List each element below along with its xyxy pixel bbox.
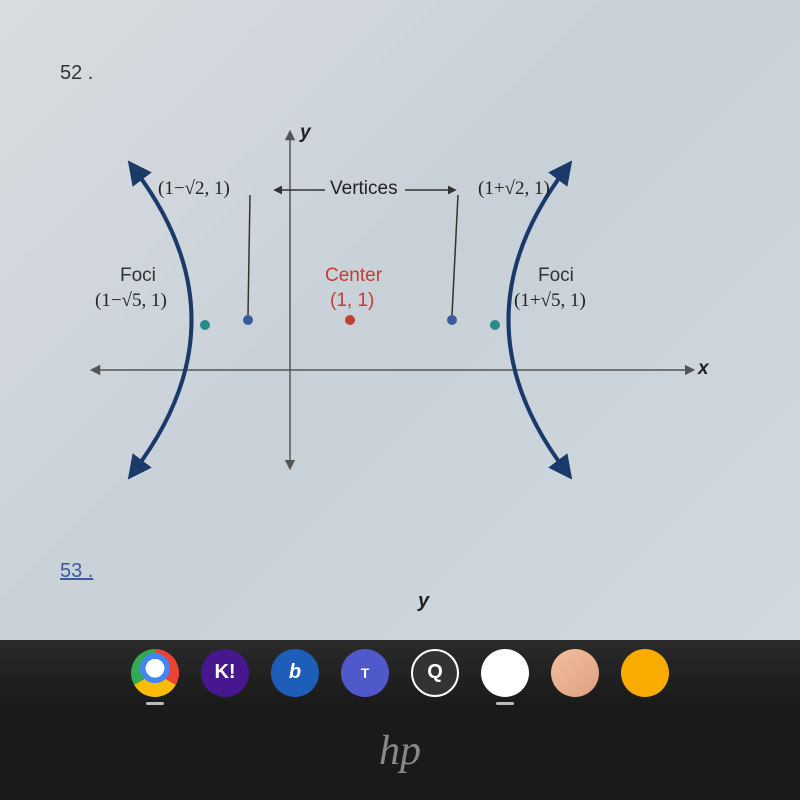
vertices-label: Vertices — [330, 178, 398, 200]
center-label: Center — [325, 265, 382, 287]
focus-left-coord: (1−√5, 1) — [95, 290, 167, 312]
hp-logo: hp — [379, 727, 421, 775]
bottom-y-label: y — [418, 590, 429, 613]
x-axis-label: x — [698, 358, 709, 380]
graph-svg — [80, 120, 720, 480]
meet-icon[interactable] — [481, 649, 529, 697]
q-icon[interactable]: Q — [411, 649, 459, 697]
question-53-link[interactable]: 53 . — [60, 560, 93, 583]
foci-left-label: Foci — [120, 265, 156, 287]
hyperbola-graph: y x Vertices (1−√2, 1) (1+√2, 1) Foci (1… — [80, 120, 720, 480]
b-icon[interactable]: b — [271, 649, 319, 697]
y-axis-label: y — [300, 122, 311, 144]
question-52-label: 52 . — [60, 62, 93, 85]
chrome-icon[interactable] — [131, 649, 179, 697]
app-icon[interactable] — [551, 649, 599, 697]
focus-right-coord: (1+√5, 1) — [514, 290, 586, 312]
vertex-right-coord: (1+√2, 1) — [478, 178, 550, 200]
active-indicator — [496, 702, 514, 705]
classroom-icon[interactable] — [621, 649, 669, 697]
vertex-left-coord: (1−√2, 1) — [158, 178, 230, 200]
kahoot-icon[interactable]: K! — [201, 649, 249, 697]
center-coord: (1, 1) — [330, 290, 374, 312]
taskbar: K! bTQ — [0, 640, 800, 705]
teams-icon[interactable]: T — [341, 649, 389, 697]
active-indicator — [146, 702, 164, 705]
screen-content: 52 . — [0, 0, 800, 640]
foci-right-label: Foci — [538, 265, 574, 287]
